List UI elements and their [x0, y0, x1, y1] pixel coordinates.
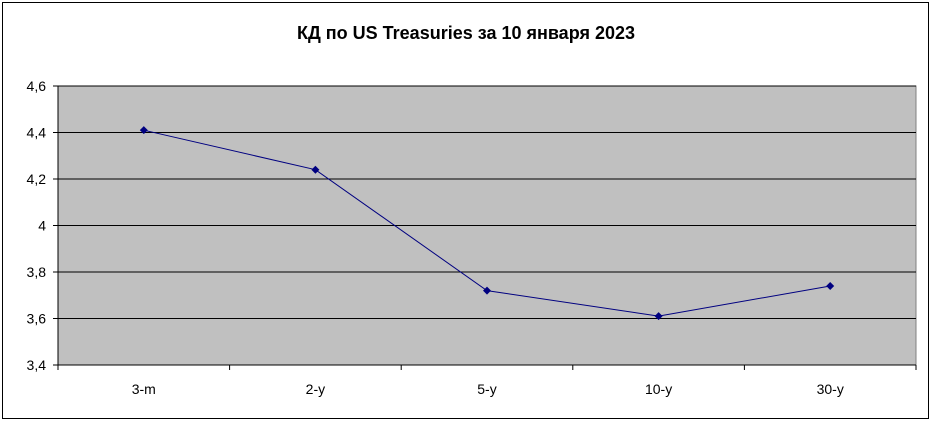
y-tick-label: 4,2 — [27, 171, 47, 187]
x-tick-label: 3-m — [132, 381, 156, 397]
y-tick-label: 4 — [38, 218, 46, 234]
series — [139, 126, 835, 321]
y-tick-label: 4,4 — [27, 125, 47, 141]
chart-title: КД по US Treasuries за 10 января 2023 — [297, 23, 635, 43]
x-tick-label: 5-y — [477, 381, 496, 397]
y-axis-ticks: 3,4 3,6 3,8 4 4,2 4,4 4,6 — [27, 78, 58, 373]
data-point — [826, 281, 835, 290]
y-tick-label: 3,4 — [27, 357, 47, 373]
x-tick-label: 10-y — [645, 381, 672, 397]
data-point — [483, 286, 491, 295]
y-tick-label: 4,6 — [27, 78, 47, 94]
data-point — [654, 312, 663, 321]
x-tick-label: 2-y — [306, 381, 325, 397]
data-point — [139, 126, 148, 135]
data-point — [311, 165, 320, 174]
y-tick-label: 3,8 — [27, 264, 47, 280]
x-tick-label: 30-y — [817, 381, 844, 397]
y-tick-label: 3,6 — [27, 311, 47, 327]
x-axis-ticks: 3-m 2-y 5-y 10-y 30-y — [57, 365, 917, 397]
gridlines — [58, 85, 916, 319]
